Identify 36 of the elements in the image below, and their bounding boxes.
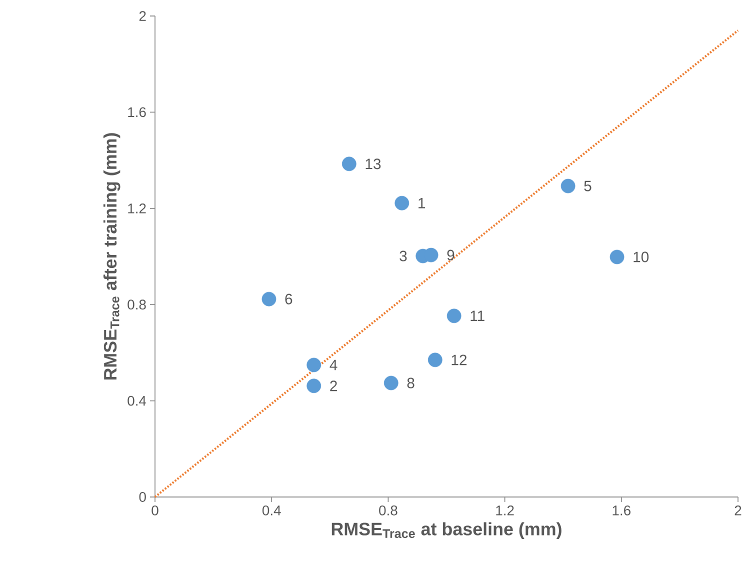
x-tick-label: 0.8	[379, 506, 398, 516]
x-tick-label: 0.4	[262, 506, 281, 516]
annotation: 2	[330, 380, 337, 392]
annotation: 4	[330, 360, 338, 370]
y-tick-label: 1.6	[128, 107, 146, 118]
annotation: 13	[366, 158, 381, 170]
x-tick-label: 2	[734, 506, 742, 516]
point	[306, 358, 322, 372]
annotation: 5	[584, 180, 592, 192]
point	[446, 308, 462, 324]
annotation: 1	[418, 198, 425, 208]
y-tick-label: 1.2	[128, 204, 146, 214]
x-tick-label: 1.2	[496, 506, 514, 516]
annotation: 8	[407, 378, 414, 388]
x-axis-title: RMSE$_{Trace}$ at baseline (mm)	[332, 522, 562, 539]
annotation: 9	[447, 250, 454, 260]
y-tick-label: 2	[139, 11, 146, 21]
point	[560, 178, 576, 194]
y-tick-label: 0	[139, 492, 146, 502]
y-axis-title: RMSE$_{Trace}$ after training (mm)	[103, 133, 120, 380]
annotation: 10	[634, 252, 649, 262]
annotation: 12	[452, 354, 467, 366]
point	[342, 156, 356, 172]
annotation: 3	[400, 250, 407, 262]
y-tick-label: 0.8	[128, 300, 146, 310]
point	[262, 292, 276, 306]
annotation: 6	[285, 294, 292, 304]
point	[610, 250, 624, 264]
point	[306, 378, 322, 394]
point	[394, 196, 410, 210]
x-tick-label: 0	[152, 506, 158, 516]
point	[384, 376, 398, 390]
point	[428, 352, 442, 368]
x-tick-label: 1.6	[612, 506, 630, 516]
annotation: 11	[470, 310, 484, 322]
y-tick-label: 0.4	[128, 396, 146, 406]
